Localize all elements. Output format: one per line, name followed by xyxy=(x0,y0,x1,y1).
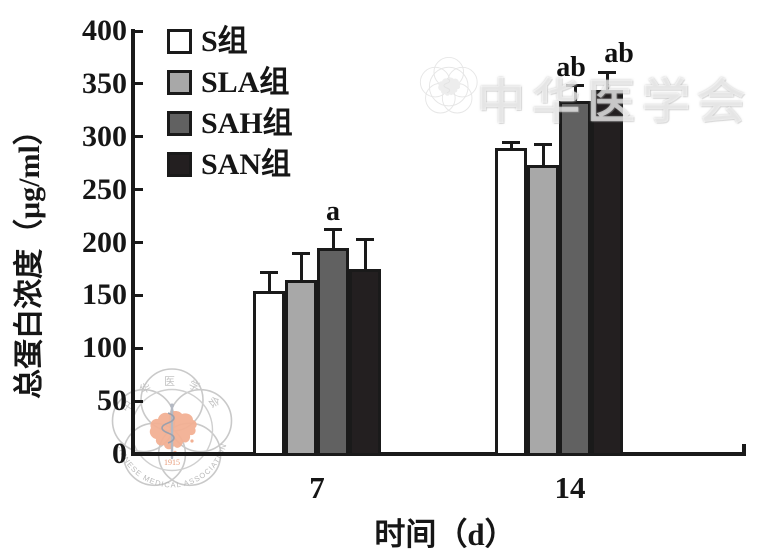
legend-label: S组 xyxy=(201,24,248,58)
y-tick-label: 400 xyxy=(82,14,127,47)
legend-item: S组 xyxy=(167,21,293,62)
significance-label: ab xyxy=(604,38,634,70)
bar-g1-s2 xyxy=(559,100,591,456)
legend-label: SAN组 xyxy=(201,147,292,181)
x-category-label: 7 xyxy=(309,470,325,505)
faint-logo-watermark xyxy=(419,56,478,114)
legend-item: SAH组 xyxy=(167,103,293,144)
error-bar xyxy=(541,144,545,166)
y-tick-mark xyxy=(135,293,143,297)
bar-g1-s3 xyxy=(591,90,623,456)
bar-g0-s2 xyxy=(317,247,349,456)
legend-item: SLA组 xyxy=(167,62,293,103)
staff-and-snake-icon xyxy=(161,403,175,460)
bar-g1-s1 xyxy=(527,165,559,456)
error-bar-cap xyxy=(598,70,616,74)
y-tick-mark xyxy=(135,241,143,244)
y-tick-mark xyxy=(135,135,143,139)
error-bar xyxy=(605,72,609,91)
legend-label: SAH组 xyxy=(201,106,293,140)
error-bar xyxy=(331,229,335,248)
y-tick-mark xyxy=(135,452,143,456)
y-tick-label: 200 xyxy=(82,225,127,259)
bar-g0-s0 xyxy=(253,291,285,456)
y-tick-label: 250 xyxy=(82,172,127,206)
error-bar-cap xyxy=(356,237,374,241)
error-bar xyxy=(267,272,271,292)
china-map-icon xyxy=(149,411,197,450)
y-axis-line xyxy=(131,29,135,456)
legend-marker xyxy=(167,70,192,95)
error-bar xyxy=(299,253,303,280)
y-tick-label: 50 xyxy=(97,384,127,418)
bar-g0-s1 xyxy=(285,279,317,456)
y-tick-label: 150 xyxy=(82,278,127,312)
x-category-label: 14 xyxy=(554,470,586,505)
legend-marker xyxy=(167,29,192,54)
error-bar xyxy=(509,142,513,149)
error-bar xyxy=(573,85,577,101)
legend: S组 SLA组 SAH组 SAN组 xyxy=(167,21,293,185)
y-tick-mark xyxy=(135,188,143,192)
legend-marker xyxy=(167,111,192,136)
bar-g0-s3 xyxy=(349,268,381,456)
medical-association-logo-watermark: CHINESE MEDICAL ASSOCIATION 中 华 医 学 会 19… xyxy=(111,368,233,490)
error-bar-cap xyxy=(502,140,520,144)
y-tick-label: 300 xyxy=(82,119,127,153)
center-watermark-text: 中华医学会 xyxy=(477,76,753,129)
x-axis-title: 时间（d） xyxy=(374,517,516,552)
bar-g1-s0 xyxy=(495,148,527,456)
error-bar-cap xyxy=(260,270,278,274)
legend-marker xyxy=(167,152,192,177)
legend-label: SLA组 xyxy=(201,65,290,99)
legend-item: SAN组 xyxy=(167,144,293,185)
error-bar-cap xyxy=(292,251,310,255)
y-tick-mark xyxy=(135,399,143,403)
significance-label: a xyxy=(326,195,340,227)
significance-label: ab xyxy=(556,51,586,83)
y-tick-mark xyxy=(135,346,143,350)
logo-year-text: 1915 xyxy=(164,458,180,467)
y-tick-label: 100 xyxy=(82,331,127,365)
error-bar-cap xyxy=(324,228,342,232)
y-tick-mark xyxy=(135,29,143,33)
x-axis-end-tick xyxy=(742,444,746,453)
y-tick-label: 0 xyxy=(112,437,127,470)
error-bar-cap xyxy=(534,142,552,146)
x-axis-line xyxy=(131,452,746,456)
y-tick-label: 350 xyxy=(82,66,127,100)
taiwan-dot xyxy=(190,439,194,443)
y-tick-mark xyxy=(135,82,143,86)
error-bar xyxy=(363,239,367,269)
error-bar-cap xyxy=(566,84,584,88)
